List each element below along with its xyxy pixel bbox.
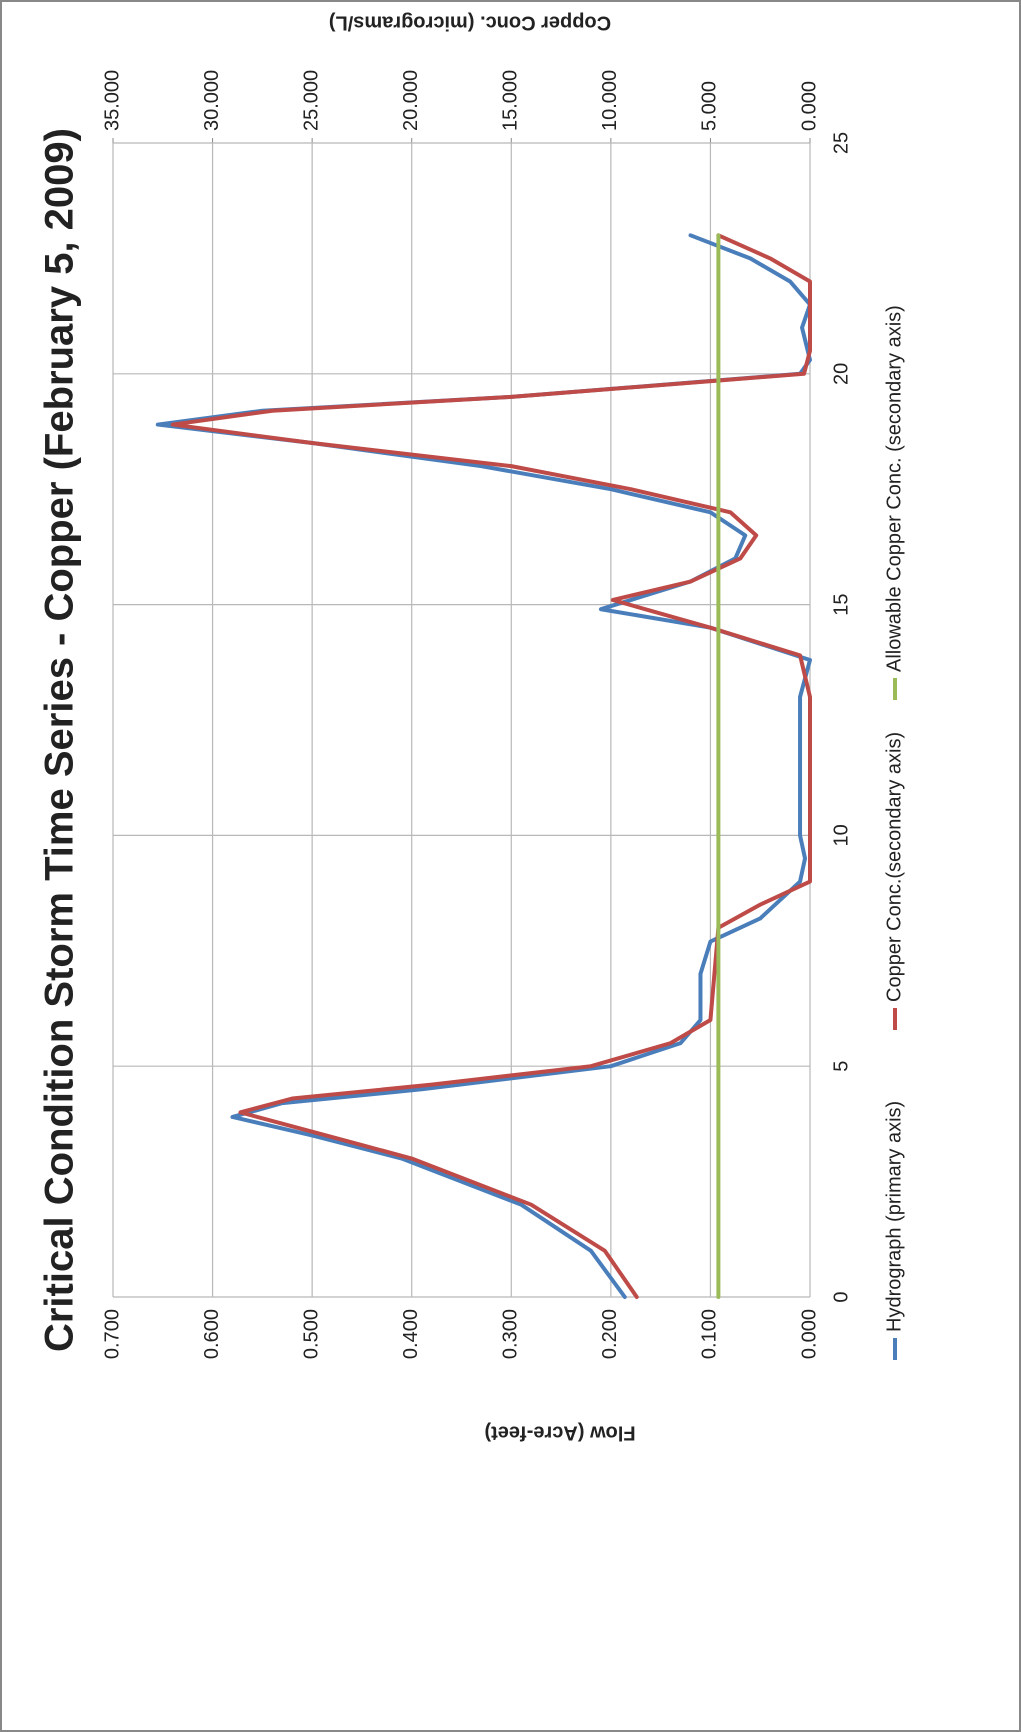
- y2-axis-title: Copper Conc. (micrograms/L): [329, 12, 611, 34]
- y-tick-label: 0.300: [500, 1309, 522, 1359]
- y2-tick-label: 20.000: [400, 70, 422, 131]
- legend-label: Copper Conc.(secondary axis): [883, 732, 905, 1002]
- series-line: [170, 233, 812, 1299]
- x-tick-label: 20: [830, 363, 852, 385]
- y2-tick-label: 35.000: [101, 70, 123, 131]
- x-tick-label: 15: [830, 593, 852, 615]
- legend-label: Allowable Copper Conc. (secondary axis): [883, 305, 905, 672]
- y2-tick-label: 30.000: [201, 70, 223, 131]
- y-tick-label: 0.200: [599, 1309, 621, 1359]
- y-tick-label: 0.600: [201, 1309, 223, 1359]
- y-tick-label: 0.400: [400, 1309, 422, 1359]
- chart-title: Critical Condition Storm Time Series - C…: [38, 128, 82, 1352]
- y2-tick-label: 5.000: [699, 81, 721, 131]
- y-tick-label: 0.000: [798, 1309, 820, 1359]
- y2-tick-label: 0.000: [798, 81, 820, 131]
- y2-tick-label: 10.000: [599, 70, 621, 131]
- y2-tick-label: 15.000: [500, 70, 522, 131]
- x-tick-label: 25: [830, 132, 852, 154]
- y-tick-label: 0.700: [101, 1309, 123, 1359]
- x-tick-label: 10: [830, 824, 852, 846]
- x-tick-label: 5: [830, 1061, 852, 1072]
- y-axis-title: Flow (Acre-feet): [484, 1422, 635, 1444]
- y-tick-label: 0.100: [699, 1309, 721, 1359]
- chart-body: Critical Condition Storm Time Series - C…: [38, 12, 906, 1444]
- y2-tick-label: 25.000: [300, 70, 322, 131]
- x-tick-label: 0: [830, 1291, 852, 1302]
- legend-label: Hydrograph (primary axis): [883, 1101, 905, 1332]
- y-tick-label: 0.500: [300, 1309, 322, 1359]
